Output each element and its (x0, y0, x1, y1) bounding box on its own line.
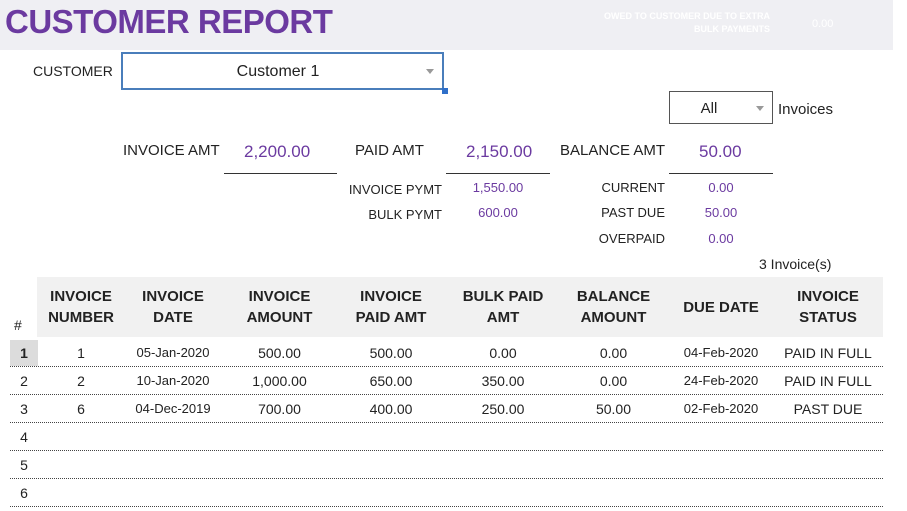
col-invoice-number: INVOICE NUMBER (37, 286, 125, 328)
balance-amt-underline (669, 173, 773, 174)
table-cell[interactable]: 02-Feb-2020 (683, 401, 759, 416)
col-header-line1: INVOICE (248, 288, 311, 305)
table-cell[interactable]: 400.00 (369, 401, 413, 417)
col-balance-amount: BALANCE AMOUNT (560, 286, 667, 328)
customer-dropdown-value: Customer 1 (236, 63, 320, 80)
row-number[interactable]: 1 (10, 340, 38, 366)
row-number[interactable]: 4 (20, 429, 28, 445)
table-cell[interactable]: 24-Feb-2020 (683, 373, 759, 388)
table-row[interactable]: 3 6 04-Dec-2019 700.00 400.00 250.00 50.00 02-F… (10, 395, 883, 423)
balance-amt-label: BALANCE AMT (560, 142, 666, 159)
col-due-date: DUE DATE (671, 297, 771, 318)
invoice-filter-value: All (700, 100, 718, 117)
table-cell[interactable]: 500.00 (258, 345, 301, 361)
col-header-line1: INVOICE (797, 288, 859, 305)
table-cell[interactable]: PAID IN FULL (784, 345, 872, 361)
chevron-down-icon[interactable] (756, 106, 764, 111)
past-due-value: 50.00 (704, 205, 738, 220)
table-cell[interactable]: 650.00 (369, 373, 413, 389)
paid-amt-value: 2,150.00 (466, 142, 533, 161)
chevron-down-icon[interactable] (426, 69, 434, 74)
invoice-amt-underline (224, 173, 337, 174)
row-number[interactable]: 5 (20, 457, 28, 473)
overpaid-note-line1: OWED TO CUSTOMER DUE TO EXTRA (603, 11, 770, 21)
paid-amt-label: PAID AMT (355, 142, 424, 159)
row-number[interactable]: 3 (20, 401, 28, 417)
table-row[interactable]: 4 (10, 423, 883, 451)
col-bulk-paid-amt: BULK PAID AMT (450, 286, 556, 328)
col-header-line2: NUMBER (48, 309, 114, 326)
table-header (37, 277, 883, 337)
overpaid-value: 0.00 (708, 231, 734, 246)
table-cell[interactable]: 05-Jan-2020 (136, 345, 210, 360)
table-cell[interactable]: 1,000.00 (252, 373, 307, 389)
invoice-count: 3 Invoice(s) (759, 256, 832, 272)
table-cell[interactable]: 0.00 (599, 345, 628, 361)
table-cell[interactable]: 10-Jan-2020 (136, 373, 210, 388)
table-cell[interactable]: 2 (77, 373, 85, 389)
table-cell[interactable]: 0.00 (599, 373, 628, 389)
current-value: 0.00 (708, 180, 734, 195)
table-cell[interactable]: 6 (77, 401, 85, 417)
invoice-amt-value: 2,200.00 (244, 142, 311, 161)
overpaid-note-value: 0.00 (812, 18, 834, 30)
col-header-line2: DATE (153, 309, 193, 326)
overpaid-label: OVERPAID (598, 231, 665, 246)
table-cell[interactable]: PAID IN FULL (784, 373, 872, 389)
current-label: CURRENT (601, 180, 665, 195)
row-number[interactable]: 6 (20, 485, 28, 501)
bulk-pymt-value: 600.00 (478, 205, 518, 220)
invoice-filter-label: Invoices (778, 101, 834, 118)
col-header-line1: INVOICE (142, 288, 204, 305)
col-header-line2: AMOUNT (246, 309, 313, 326)
table-cell[interactable]: 04-Dec-2019 (135, 401, 211, 416)
fill-handle[interactable] (442, 88, 448, 94)
col-header-line1: INVOICE (360, 288, 422, 305)
table-cell[interactable]: 700.00 (258, 401, 301, 417)
table-row[interactable]: 1 1 05-Jan-2020 500.00 500.00 0.00 0.00 04-Feb-… (10, 339, 883, 367)
col-header-line2: STATUS (799, 309, 857, 326)
overpaid-note: OWED TO CUSTOMER DUE TO EXTRA BULK PAYME… (560, 10, 770, 36)
row-number[interactable]: 2 (20, 373, 28, 389)
past-due-label: PAST DUE (601, 205, 665, 220)
col-header-line1: INVOICE (50, 288, 112, 305)
table-cell[interactable]: 250.00 (481, 401, 525, 417)
table-cell[interactable]: 1 (77, 345, 85, 361)
table-cell[interactable]: PAST DUE (793, 401, 863, 417)
col-header-line1: BULK PAID (462, 288, 544, 305)
overpaid-note-line2: BULK PAYMENTS (693, 24, 770, 34)
col-header-line1: BALANCE (576, 288, 651, 305)
col-invoice-status: INVOICE STATUS (775, 286, 881, 328)
col-header-line2: PAID AMT (355, 309, 427, 326)
header-band (0, 0, 893, 50)
invoice-pymt-label: INVOICE PYMT (348, 182, 442, 197)
invoice-pymt-value: 1,550.00 (472, 180, 524, 195)
col-header-line2: AMOUNT (580, 309, 647, 326)
table-row[interactable]: 5 (10, 451, 883, 479)
col-invoice-amount: INVOICE AMOUNT (227, 286, 332, 328)
col-invoice-paid-amt: INVOICE PAID AMT (338, 286, 444, 328)
row-number-header: # (14, 317, 22, 333)
table-cell[interactable]: 04-Feb-2020 (683, 345, 759, 360)
bulk-pymt-label: BULK PYMT (368, 207, 442, 222)
col-invoice-date: INVOICE DATE (125, 286, 221, 328)
table-row[interactable]: 6 (10, 479, 883, 507)
customer-dropdown[interactable]: Customer 1 (121, 52, 444, 90)
table-cell[interactable]: 350.00 (481, 373, 525, 389)
table-cell[interactable]: 0.00 (489, 345, 517, 361)
paid-amt-underline (446, 173, 550, 174)
col-header-line2: AMT (486, 309, 520, 326)
page-title: CUSTOMER REPORT (5, 3, 333, 40)
invoice-amt-label: INVOICE AMT (123, 142, 220, 159)
col-header-line1: DUE DATE (683, 299, 759, 316)
table-cell[interactable]: 50.00 (595, 401, 632, 417)
table-cell[interactable]: 500.00 (369, 345, 413, 361)
customer-label: CUSTOMER (33, 63, 113, 79)
invoice-filter-dropdown[interactable]: All (669, 91, 773, 124)
balance-amt-value: 50.00 (699, 142, 742, 161)
table-row[interactable]: 2 2 10-Jan-2020 1,000.00 650.00 350.00 0.00 24-… (10, 367, 883, 395)
